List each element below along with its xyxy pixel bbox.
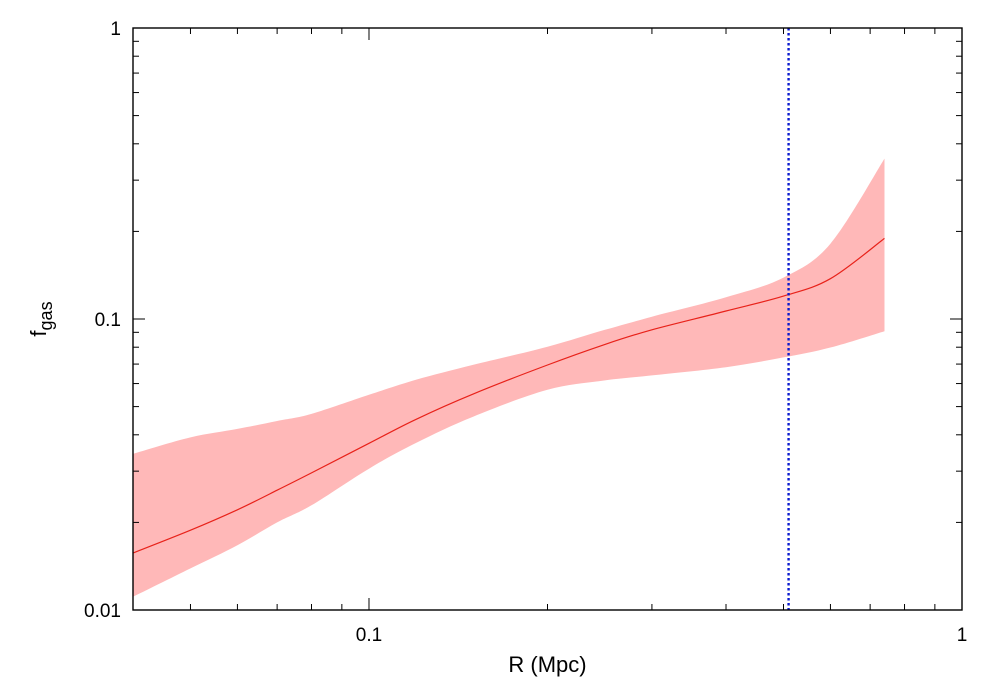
x-axis-label: R (Mpc) xyxy=(508,652,586,677)
confidence-band-layer xyxy=(133,158,885,597)
y-tick-label: 1 xyxy=(110,19,121,40)
x-tick-label: 1 xyxy=(957,625,968,646)
x-axis: 0.1 1 xyxy=(132,28,968,646)
y-axis-label: fgas xyxy=(26,301,56,336)
series-line-layer xyxy=(132,237,885,554)
x-tick-label: 0.1 xyxy=(356,625,382,646)
series-line xyxy=(132,237,885,554)
y-axis-label-main: f xyxy=(26,330,51,337)
y-tick-label: 0.01 xyxy=(84,601,121,622)
y-axis: 0.01 0.1 1 xyxy=(84,19,962,622)
y-axis-label-subscript: gas xyxy=(36,301,56,330)
y-tick-label: 0.1 xyxy=(95,310,121,331)
confidence-band xyxy=(133,158,885,597)
